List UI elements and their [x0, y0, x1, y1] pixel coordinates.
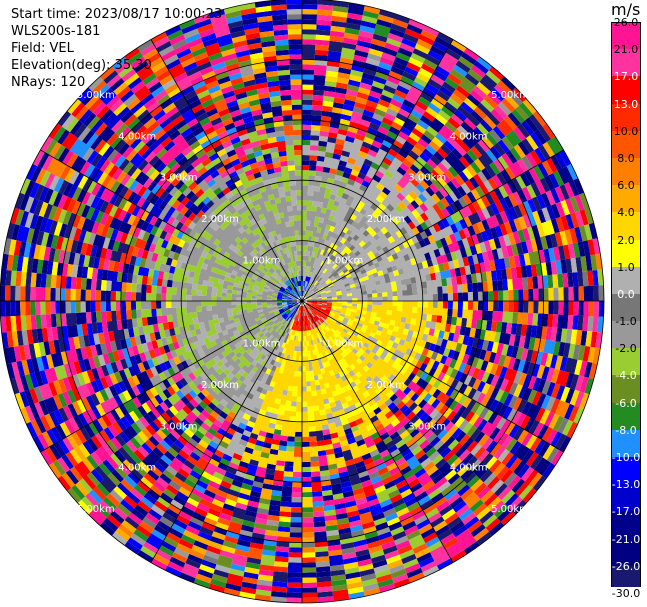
- ring-label: 2.00km: [367, 214, 405, 225]
- gate-group: [0, 0, 594, 598]
- azimuth-line: [150, 39, 303, 302]
- colorbar-tick-label: -17.0: [611, 505, 641, 519]
- colorbar-segment: [611, 103, 641, 132]
- colorbar-tick-label: 2.0: [617, 233, 635, 247]
- ring-label: 3.00km: [408, 173, 446, 184]
- colorbar-segment: [611, 49, 641, 77]
- elevation-text: Elevation(deg): 35.30: [11, 58, 152, 73]
- colorbar-segment: [611, 212, 641, 241]
- colorbar-unit: m/s: [611, 0, 641, 19]
- colorbar-tick-label: 13.0: [613, 97, 639, 111]
- colorbar-segment: [611, 484, 641, 512]
- colorbar-segment: [611, 402, 641, 431]
- ring-label: 2.00km: [201, 214, 239, 225]
- colorbar-segment: [611, 22, 641, 50]
- gate-group: [5, 28, 598, 602]
- ring-label: 2.00km: [201, 380, 239, 391]
- field-text: Field: VEL: [11, 41, 74, 56]
- colorbar-tick-label: -13.0: [611, 478, 641, 492]
- ring-label: 4.00km: [450, 131, 488, 142]
- colorbar-segment: [611, 266, 641, 295]
- gate-group: [15, 5, 598, 592]
- colorbar-segment: [611, 457, 641, 485]
- azimuth-line: [150, 300, 303, 563]
- colorbar-tick-label: 6.0: [617, 179, 635, 193]
- range-overlay: 1.00km 1.00km 1.00km 1.00km 2.00km 2.00km 2.00…: [0, 0, 605, 604]
- colorbar-tick-label: 26.0: [613, 16, 639, 29]
- instrument-text: WLS200s-181: [11, 24, 101, 39]
- colorbar-segment: [611, 511, 641, 540]
- colorbar-tick-label: -2.0: [615, 342, 637, 356]
- colorbar-tick-label: 21.0: [613, 43, 639, 57]
- ring-label: 4.00km: [450, 463, 488, 474]
- ring-label: 5.00km: [491, 504, 529, 515]
- colorbar-tick-label: -6.0: [615, 396, 637, 410]
- azimuth-line: [301, 300, 564, 453]
- colorbar-tick-label: 10.0: [613, 124, 639, 138]
- ring-label: 1.00km: [243, 256, 281, 267]
- colorbar-segment: [611, 348, 641, 376]
- ring-label: 3.00km: [408, 421, 446, 432]
- ring-label: 4.00km: [118, 463, 156, 474]
- azimuth-line: [40, 149, 303, 302]
- azimuth-line: [301, 300, 454, 563]
- colorbar-segment: [611, 239, 641, 268]
- colorbar-segment: [611, 157, 641, 186]
- colorbar-tick-label: 1.0: [617, 260, 635, 274]
- colorbar-segment: [611, 185, 641, 213]
- ring-label: 2.00km: [367, 380, 405, 391]
- colorbar-tick-label: -1.0: [615, 315, 637, 329]
- ring-label: 5.00km: [77, 504, 115, 515]
- azimuth-line: [301, 39, 454, 302]
- ring-label: 5.00km: [491, 90, 529, 101]
- ppi-plot: 1.00km 1.00km 1.00km 1.00km 2.00km 2.00km 2.00…: [0, 0, 605, 604]
- gate-group: [8, 10, 593, 585]
- colorbar-tick-label: -10.0: [611, 451, 641, 465]
- colorbar-tick-label: -4.0: [615, 369, 637, 383]
- velocity-gates: [0, 0, 604, 603]
- ring-label: 4.00km: [118, 131, 156, 142]
- colorbar-tick-label: 8.0: [617, 151, 635, 165]
- ring-label: 1.00km: [325, 338, 363, 349]
- colorbar-tick-label: -26.0: [611, 559, 641, 573]
- colorbar-tick-label: -21.0: [611, 532, 641, 546]
- ring-label: 1.00km: [325, 256, 363, 267]
- nrays-text: NRays: 120: [11, 75, 86, 90]
- start-time-text: Start time: 2023/08/17 10:00:23: [11, 7, 223, 22]
- ring-label: 3.00km: [160, 173, 198, 184]
- ring-label: 3.00km: [160, 421, 198, 432]
- colorbar-tick-label: 17.0: [613, 70, 639, 84]
- gate-group: [0, 4, 604, 593]
- colorbar-segment: [611, 293, 641, 322]
- colorbar-segment: [611, 538, 641, 567]
- azimuth-line: [40, 300, 303, 453]
- gate-group: [16, 0, 599, 588]
- colorbar-tick-label: 4.0: [617, 206, 635, 220]
- colorbar-tick-label: -8.0: [615, 423, 637, 437]
- colorbar-segment: [611, 76, 641, 105]
- colorbar-tick-label: 0.0: [617, 287, 635, 301]
- ring-label: 5.00km: [77, 90, 115, 101]
- ring-label: 1.00km: [243, 338, 281, 349]
- colorbar-segment: [611, 375, 641, 404]
- colorbar-segment: [611, 130, 641, 159]
- colorbar-segment: [611, 429, 641, 458]
- colorbar-tick-label: -30.0: [611, 587, 641, 600]
- colorbar-segment: [611, 321, 641, 349]
- azimuth-line: [301, 149, 564, 302]
